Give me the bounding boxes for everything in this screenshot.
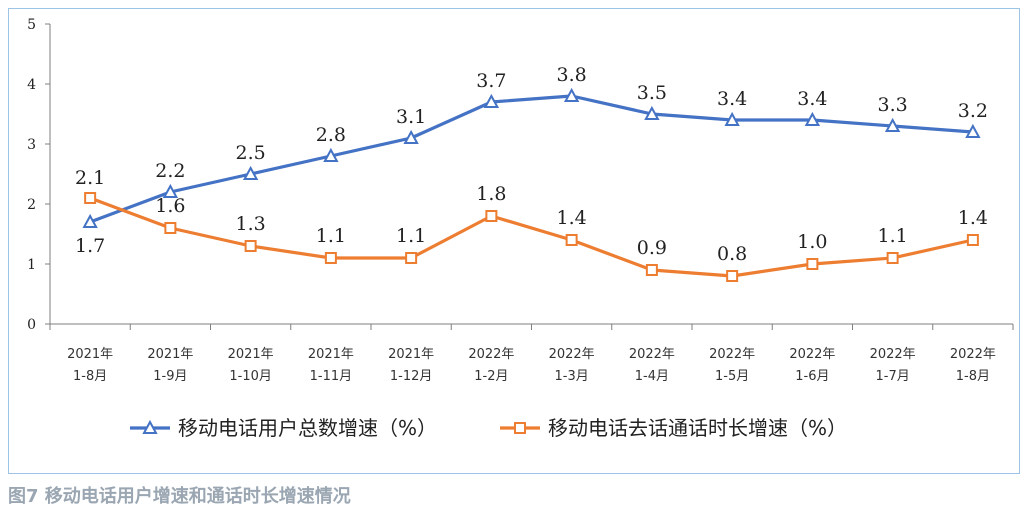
series-line-1	[89, 94, 973, 224]
x-tick-label-period: 1-5月	[715, 369, 749, 384]
x-tick-label-period: 1-4月	[635, 369, 669, 384]
x-tick-label-year: 2022年	[549, 347, 595, 362]
data-label: 2.1	[75, 167, 105, 189]
data-label: 1.3	[236, 213, 266, 235]
y-tick-label: 0	[27, 317, 36, 333]
data-label: 3.3	[878, 94, 908, 116]
data-point-triangle	[563, 87, 580, 102]
x-tick-label-period: 1-2月	[474, 369, 508, 384]
data-label: 3.5	[637, 82, 667, 104]
data-label: 1.1	[396, 225, 426, 247]
x-tick-label-year: 2022年	[468, 347, 514, 362]
data-point-triangle	[82, 213, 98, 228]
x-tick-label-year: 2022年	[709, 347, 755, 362]
x-tick-label-year: 2022年	[629, 347, 675, 362]
data-point-square	[565, 234, 578, 246]
data-label: 1.8	[476, 183, 506, 205]
data-point-triangle	[323, 147, 339, 162]
data-point-square	[726, 270, 739, 282]
data-point-triangle	[162, 183, 179, 198]
data-label: 1.6	[155, 195, 185, 217]
data-point-square	[966, 234, 979, 246]
x-tick-label-year: 2022年	[950, 347, 996, 362]
data-label: 1.1	[878, 225, 908, 247]
data-label: 1.7	[75, 235, 105, 257]
x-tick-label-year: 2021年	[67, 347, 113, 362]
series-line-2	[89, 196, 974, 278]
data-label: 3.7	[476, 70, 506, 92]
x-tick-label-year: 2022年	[870, 347, 916, 362]
data-label: 0.8	[717, 243, 747, 265]
data-point-triangle	[884, 117, 901, 132]
x-tick-label-period: 1-9月	[153, 369, 187, 384]
data-point-triangle	[242, 165, 259, 180]
x-tick-label-period: 1-12月	[390, 369, 433, 384]
x-tick-label-year: 2021年	[308, 347, 354, 362]
data-point-triangle	[644, 105, 660, 120]
legend-label-1: 移动电话用户总数增速（%）	[178, 416, 437, 440]
y-tick-label: 4	[27, 77, 36, 93]
data-point-triangle	[724, 111, 740, 126]
x-tick-label-year: 2021年	[388, 347, 434, 362]
legend-marker-square	[514, 422, 526, 434]
y-tick-label: 3	[27, 137, 36, 153]
data-label: 2.5	[236, 142, 266, 164]
legend-label-2: 移动电话去话通话时长增速（%）	[548, 416, 847, 440]
x-tick-label-period: 1-3月	[555, 369, 589, 384]
data-label: 2.8	[316, 124, 346, 146]
data-point-triangle	[483, 93, 500, 108]
data-point-square	[886, 252, 899, 264]
x-tick-label-period: 1-7月	[876, 369, 910, 384]
x-tick-label-period: 1-6月	[795, 369, 829, 384]
data-point-square	[405, 252, 418, 264]
data-label: 1.4	[557, 207, 587, 229]
data-point-square	[244, 240, 257, 252]
chart-frame	[8, 8, 1020, 474]
x-tick-label-period: 1-8月	[73, 369, 107, 384]
x-tick-label-year: 2022年	[789, 347, 835, 362]
data-label: 1.0	[797, 231, 827, 253]
x-tick-label-period: 1-8月	[956, 369, 990, 384]
figure-caption: 图7 移动电话用户增速和通话时长增速情况	[8, 486, 351, 507]
data-point-square	[485, 210, 498, 222]
data-point-triangle	[965, 123, 981, 138]
data-point-square	[806, 258, 819, 270]
data-point-triangle	[403, 129, 419, 144]
x-tick-label-period: 1-10月	[229, 369, 272, 384]
data-label: 3.4	[717, 88, 747, 110]
data-label: 0.9	[637, 237, 667, 259]
data-point-square	[164, 222, 177, 234]
data-label: 3.2	[958, 100, 988, 122]
y-tick-label: 2	[27, 197, 36, 213]
data-label: 1.4	[958, 207, 988, 229]
y-tick-label: 5	[27, 17, 36, 33]
data-point-triangle	[804, 111, 821, 126]
x-tick-label-year: 2021年	[228, 347, 274, 362]
data-point-square	[84, 192, 97, 204]
x-tick-label-year: 2021年	[147, 347, 193, 362]
data-point-square	[645, 264, 658, 276]
y-tick-label: 1	[27, 257, 36, 273]
data-label: 3.1	[396, 106, 426, 128]
legend-marker-triangle	[142, 419, 158, 434]
data-label: 3.8	[557, 64, 587, 86]
line-chart: 0 1 2 3 4 5 2021年 1-8月 2021年 1-9月 2021年 1-10月 2021年 1…	[27, 17, 1014, 440]
x-tick-label-period: 1-11月	[310, 369, 353, 384]
data-point-square	[324, 252, 337, 264]
data-label: 2.2	[155, 160, 185, 182]
data-label: 3.4	[797, 88, 827, 110]
data-label: 1.1	[316, 225, 346, 247]
